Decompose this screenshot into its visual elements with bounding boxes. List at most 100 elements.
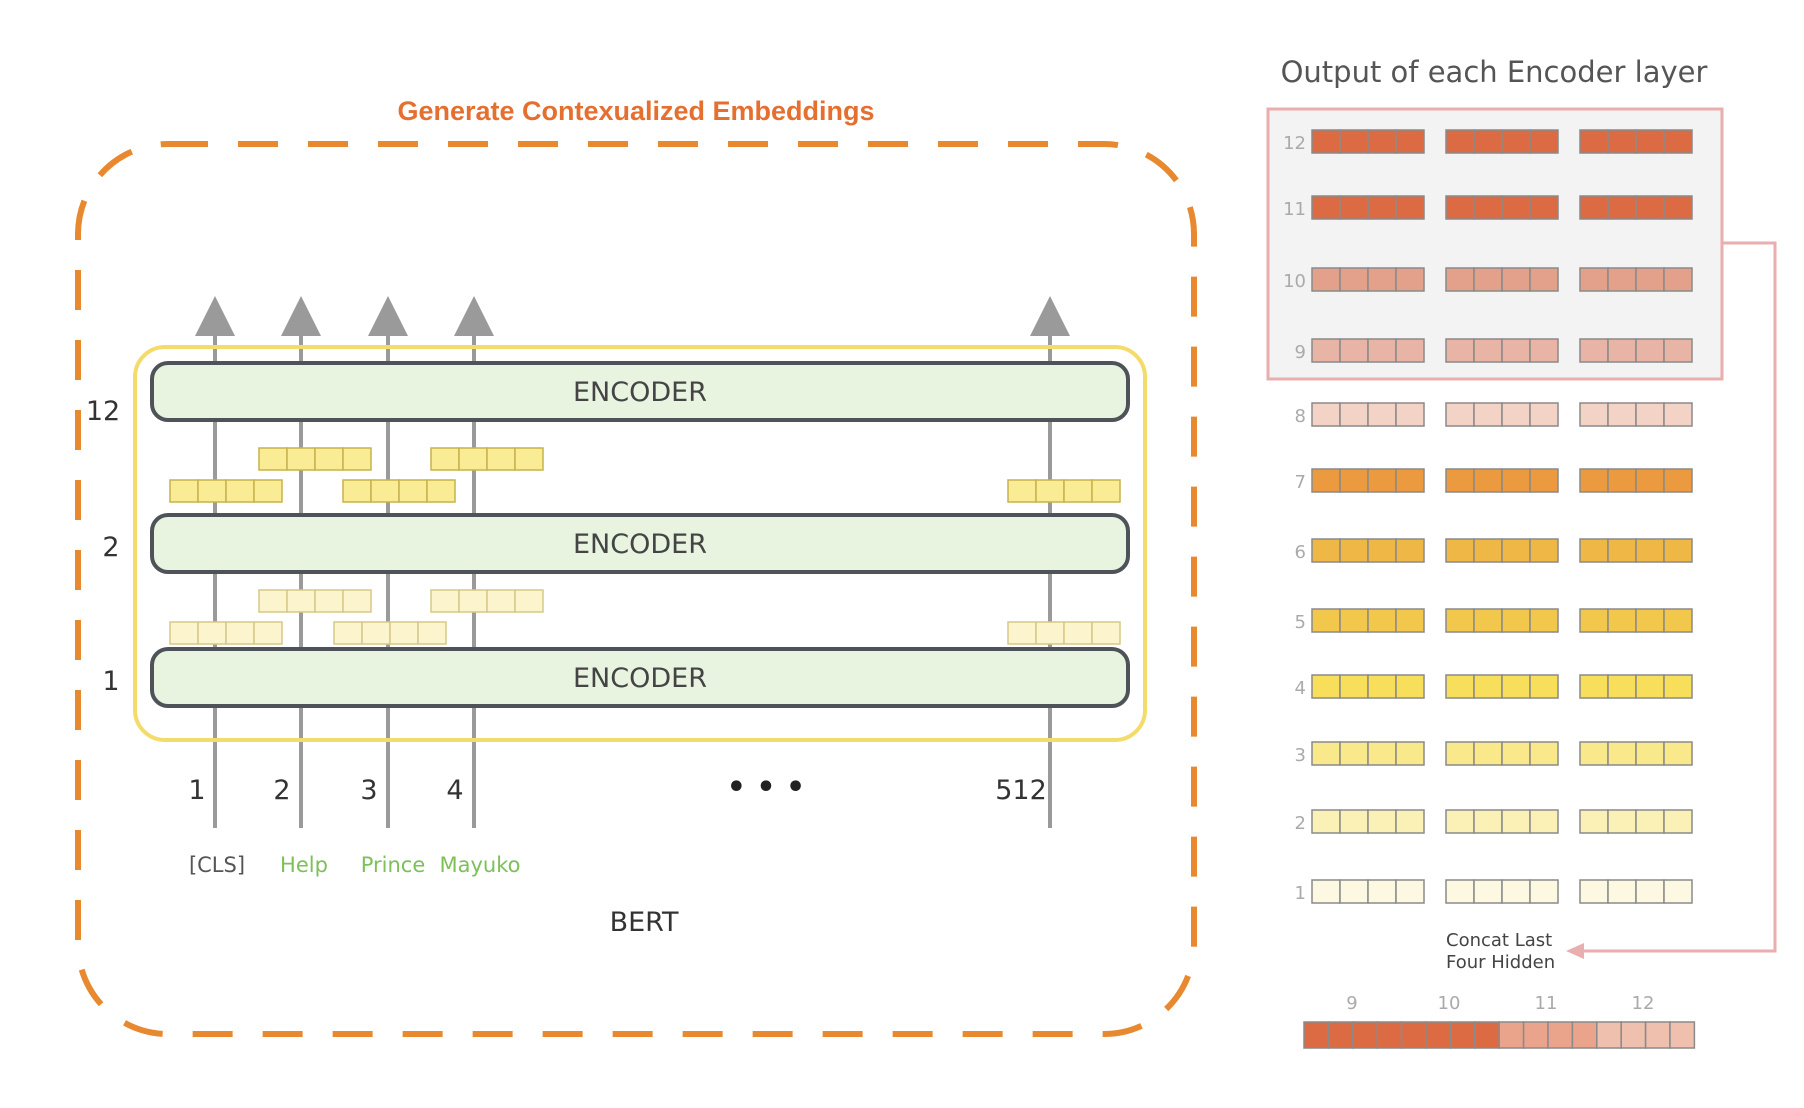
layer-4-vector-1 xyxy=(1311,674,1425,699)
hidden-vector-upper-2 xyxy=(258,447,372,471)
layer-row-label: 11 xyxy=(1283,199,1306,220)
token-cls: [CLS] xyxy=(189,853,245,877)
concat-cell xyxy=(1498,1021,1525,1049)
layer-row-label: 5 xyxy=(1295,612,1306,633)
layer-5-vector-1 xyxy=(1311,608,1425,633)
concat-number-12: 12 xyxy=(1632,993,1655,1014)
layer-2-vector-2 xyxy=(1445,809,1559,834)
concat-cell xyxy=(1669,1021,1696,1049)
layer-3-vector-2 xyxy=(1445,741,1559,766)
encoder-1: ENCODER xyxy=(150,647,1130,708)
concat-cell xyxy=(1474,1021,1500,1049)
concat-cell xyxy=(1327,1021,1354,1049)
layer-number-1: 1 xyxy=(102,666,119,697)
hidden-vector-lower-1 xyxy=(169,621,283,645)
concat-arrowhead xyxy=(1566,943,1584,959)
layer-row-label: 7 xyxy=(1295,472,1306,493)
concatenated-vector xyxy=(1303,1021,1696,1049)
model-label: BERT xyxy=(610,907,679,938)
token-prince: Prince xyxy=(361,853,426,877)
layer-row-label: 10 xyxy=(1283,271,1306,292)
layer-10-vector-1 xyxy=(1311,267,1425,292)
position-3: 3 xyxy=(360,775,377,806)
layer-12-vector-1 xyxy=(1311,129,1425,154)
encoder-1-label: ENCODER xyxy=(573,663,707,694)
encoder-12-label: ENCODER xyxy=(573,377,707,408)
hidden-vector-lower-4 xyxy=(430,589,544,613)
layer-9-vector-3 xyxy=(1579,338,1693,363)
concat-cell xyxy=(1449,1021,1476,1049)
layer-row-label: 2 xyxy=(1295,813,1306,834)
section-title: Generate Contexualized Embeddings xyxy=(397,96,874,126)
layer-10-vector-3 xyxy=(1579,267,1693,292)
layer-3-vector-1 xyxy=(1311,741,1425,766)
layer-12-vector-2 xyxy=(1445,129,1559,154)
encoder-stack-highlight xyxy=(133,345,1147,742)
hidden-state-vectors xyxy=(169,447,1121,645)
layer-1-vector-3 xyxy=(1579,879,1693,904)
concat-cell xyxy=(1571,1021,1598,1049)
layer-6-vector-1 xyxy=(1311,538,1425,563)
concat-cell xyxy=(1644,1021,1671,1049)
layer-row-label: 9 xyxy=(1295,342,1306,363)
hidden-vector-upper-1 xyxy=(169,479,283,503)
layer-6-vector-3 xyxy=(1579,538,1693,563)
layer-2-vector-1 xyxy=(1311,809,1425,834)
layer-4-vector-3 xyxy=(1579,674,1693,699)
layer-10-vector-2 xyxy=(1445,267,1559,292)
layer-7-vector-1 xyxy=(1311,468,1425,493)
layer-number-2: 2 xyxy=(102,532,119,563)
layer-row-label: 6 xyxy=(1295,542,1306,563)
hidden-vector-upper-3 xyxy=(342,479,456,503)
layer-5-vector-2 xyxy=(1445,608,1559,633)
layer-row-label: 8 xyxy=(1295,406,1306,427)
concat-cell xyxy=(1352,1021,1378,1049)
layer-9-vector-1 xyxy=(1311,338,1425,363)
layer-5-vector-3 xyxy=(1579,608,1693,633)
last-four-layers-highlight xyxy=(1266,107,1724,381)
layer-7-vector-3 xyxy=(1579,468,1693,493)
layer-11-vector-2 xyxy=(1445,195,1559,220)
layer-11-vector-3 xyxy=(1579,195,1693,220)
layer-4-vector-2 xyxy=(1445,674,1559,699)
layer-6-vector-2 xyxy=(1445,538,1559,563)
encoder-2: ENCODER xyxy=(150,513,1130,574)
concat-cell xyxy=(1522,1021,1549,1049)
layer-8-vector-3 xyxy=(1579,402,1693,427)
encoder-2-label: ENCODER xyxy=(573,529,707,560)
hidden-vector-lower-2 xyxy=(258,589,372,613)
concat-cell xyxy=(1547,1021,1574,1049)
layer-row-label: 12 xyxy=(1283,133,1306,154)
layer-row-label: 1 xyxy=(1295,883,1306,904)
layer-2-vector-3 xyxy=(1579,809,1693,834)
layer-9-vector-2 xyxy=(1445,338,1559,363)
hidden-vector-lower-3 xyxy=(333,621,447,645)
layer-8-vector-1 xyxy=(1311,402,1425,427)
layer-7-vector-2 xyxy=(1445,468,1559,493)
concat-cell xyxy=(1596,1021,1622,1049)
token-mayuko: Mayuko xyxy=(440,853,521,877)
layer-output-rows: 12 11 10 9 8 7 6 5 4 3 2 1 xyxy=(1283,129,1693,904)
token-help: Help xyxy=(280,853,328,877)
concat-cell xyxy=(1376,1021,1403,1049)
contextualized-embeddings-frame xyxy=(75,141,1197,1037)
concat-label-line1: Concat Last xyxy=(1446,930,1552,951)
concat-cell xyxy=(1425,1021,1452,1049)
ellipsis: • • • xyxy=(727,770,805,805)
layer-8-vector-2 xyxy=(1445,402,1559,427)
hidden-vector-upper-4 xyxy=(430,447,544,471)
hidden-vector-lower-5 xyxy=(1007,621,1121,645)
concat-cell xyxy=(1620,1021,1647,1049)
concat-number-9: 9 xyxy=(1346,993,1357,1014)
layer-1-vector-2 xyxy=(1445,879,1559,904)
concat-cell xyxy=(1400,1021,1427,1049)
encoder-12: ENCODER xyxy=(150,361,1130,422)
layer-row-label: 3 xyxy=(1295,745,1306,766)
layer-number-12: 12 xyxy=(86,396,120,427)
position-512: 512 xyxy=(995,775,1047,806)
position-1: 1 xyxy=(188,775,205,806)
concat-connector xyxy=(1570,241,1777,953)
layer-3-vector-3 xyxy=(1579,741,1693,766)
concat-number-10: 10 xyxy=(1438,993,1461,1014)
